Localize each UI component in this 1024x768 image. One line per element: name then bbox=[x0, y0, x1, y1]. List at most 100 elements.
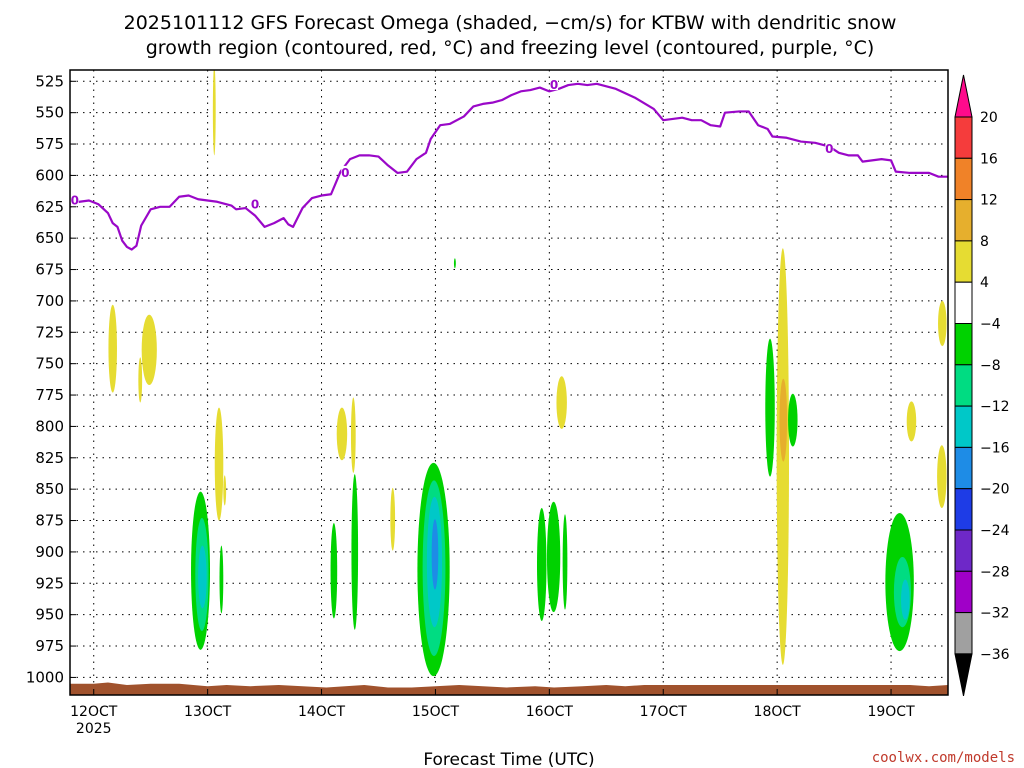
colorbar-bin bbox=[954, 612, 973, 655]
colorbar-arrow-bottom bbox=[954, 653, 973, 696]
omega-region bbox=[141, 314, 157, 386]
omega-region bbox=[562, 514, 568, 610]
y-tick-label: 950 bbox=[35, 606, 64, 624]
x-tick-label: 12OCT bbox=[70, 704, 118, 720]
y-tick-label: 700 bbox=[35, 292, 64, 310]
omega-shading bbox=[108, 70, 947, 677]
colorbar-bin bbox=[954, 116, 973, 159]
x-tick-sublabel: 2025 bbox=[76, 721, 112, 737]
omega-region bbox=[350, 397, 356, 473]
y-tick-label: 800 bbox=[35, 417, 64, 435]
colorbar-bin bbox=[954, 570, 973, 614]
colorbar-bin bbox=[954, 240, 973, 283]
omega-region bbox=[938, 300, 947, 347]
x-tick-label: 15OCT bbox=[412, 704, 460, 720]
colorbar-label: 8 bbox=[980, 234, 989, 250]
omega-region bbox=[431, 519, 439, 590]
omega-region bbox=[198, 545, 207, 609]
contour-label-bg bbox=[550, 78, 559, 91]
x-tick-label: 13OCT bbox=[184, 704, 232, 720]
colorbar: 20 16 12 8 4 −4 −8 −12 −16 −20 −24 −28 −32 −36 bbox=[954, 74, 1010, 696]
x-tick-label: 19OCT bbox=[867, 704, 915, 720]
omega-region bbox=[108, 304, 117, 393]
colorbar-label: 4 bbox=[980, 275, 989, 291]
x-axis-title: Forecast Time (UTC) bbox=[423, 750, 594, 768]
omega-region bbox=[537, 508, 547, 621]
colorbar-bin bbox=[954, 157, 973, 201]
omega-region bbox=[901, 579, 910, 620]
y-tick-label: 625 bbox=[35, 198, 64, 216]
colorbar-label: −24 bbox=[980, 523, 1010, 539]
omega-region bbox=[390, 487, 396, 551]
plot-frame bbox=[69, 69, 949, 696]
colorbar-label: −4 bbox=[980, 317, 1001, 333]
omega-region bbox=[138, 357, 143, 403]
y-tick-label: 650 bbox=[35, 229, 64, 247]
y-tick-label: 1000 bbox=[26, 668, 64, 686]
credit-label: coolwx.com/models bbox=[872, 750, 1015, 766]
contour-label-bg bbox=[251, 197, 260, 210]
freezing-level-label: 0 bbox=[71, 194, 79, 208]
colorbar-label: −28 bbox=[980, 564, 1010, 580]
y-tick-label: 925 bbox=[35, 574, 64, 592]
x-tick-label: 18OCT bbox=[754, 704, 802, 720]
omega-region bbox=[212, 70, 216, 156]
omega-region bbox=[937, 445, 947, 509]
y-tick-label: 775 bbox=[35, 386, 64, 404]
omega-region bbox=[223, 475, 227, 506]
y-tick-label: 600 bbox=[35, 166, 64, 184]
colorbar-label: −12 bbox=[980, 399, 1010, 415]
chart-title-line-2: growth region (contoured, red, °C) and f… bbox=[146, 37, 875, 59]
freezing-level-label: 0 bbox=[341, 166, 349, 180]
colorbar-label: −20 bbox=[980, 482, 1010, 498]
colorbar-bin bbox=[954, 529, 973, 572]
omega-region bbox=[788, 393, 798, 447]
freezing-level-label: 0 bbox=[550, 78, 558, 92]
colorbar-label: −32 bbox=[980, 606, 1010, 622]
omega-region bbox=[779, 378, 788, 462]
freezing-level-label: 0 bbox=[825, 142, 833, 156]
chart-title-line-1: 2025101112 GFS Forecast Omega (shaded, −… bbox=[124, 12, 897, 34]
omega-region bbox=[336, 407, 348, 461]
x-tick-label: 14OCT bbox=[298, 704, 346, 720]
omega-region bbox=[214, 407, 224, 521]
colorbar-bin bbox=[954, 364, 973, 407]
y-tick-label: 875 bbox=[35, 512, 64, 530]
y-tick-label: 575 bbox=[35, 135, 64, 153]
colorbar-label: 12 bbox=[980, 193, 998, 209]
colorbar-label: −36 bbox=[980, 647, 1010, 663]
freezing-level-line bbox=[70, 82, 948, 251]
y-tick-label: 750 bbox=[35, 355, 64, 373]
omega-region bbox=[351, 474, 359, 630]
colorbar-bin bbox=[954, 488, 973, 531]
surface-terrain bbox=[70, 682, 948, 695]
y-tick-label: 550 bbox=[35, 104, 64, 122]
y-tick-label: 825 bbox=[35, 449, 64, 467]
y-axis-ticks: 525 550 575 600 625 650 675 700 725 750 775 800 825 8… bbox=[26, 72, 76, 686]
colorbar-label: 16 bbox=[980, 151, 998, 167]
y-tick-label: 675 bbox=[35, 261, 64, 279]
omega-region bbox=[453, 258, 456, 269]
colorbar-bin bbox=[954, 446, 973, 490]
colorbar-bin bbox=[954, 199, 973, 242]
x-tick-label: 16OCT bbox=[526, 704, 574, 720]
freezing-level-contour: 0 0 0 0 0 bbox=[70, 78, 948, 251]
colorbar-label: −16 bbox=[980, 440, 1010, 456]
y-tick-label: 850 bbox=[35, 480, 64, 498]
freezing-level-label: 0 bbox=[251, 197, 259, 211]
surface-area bbox=[70, 682, 948, 695]
omega-region bbox=[330, 523, 338, 619]
y-tick-label: 900 bbox=[35, 543, 64, 561]
x-tick-label: 17OCT bbox=[640, 704, 688, 720]
omega-region bbox=[765, 338, 775, 477]
y-tick-label: 725 bbox=[35, 323, 64, 341]
omega-region bbox=[556, 376, 567, 429]
contour-label-bg bbox=[341, 165, 350, 178]
colorbar-bin bbox=[954, 281, 973, 325]
omega-region bbox=[546, 501, 561, 613]
colorbar-bin bbox=[954, 323, 973, 366]
omega-region bbox=[219, 545, 224, 614]
